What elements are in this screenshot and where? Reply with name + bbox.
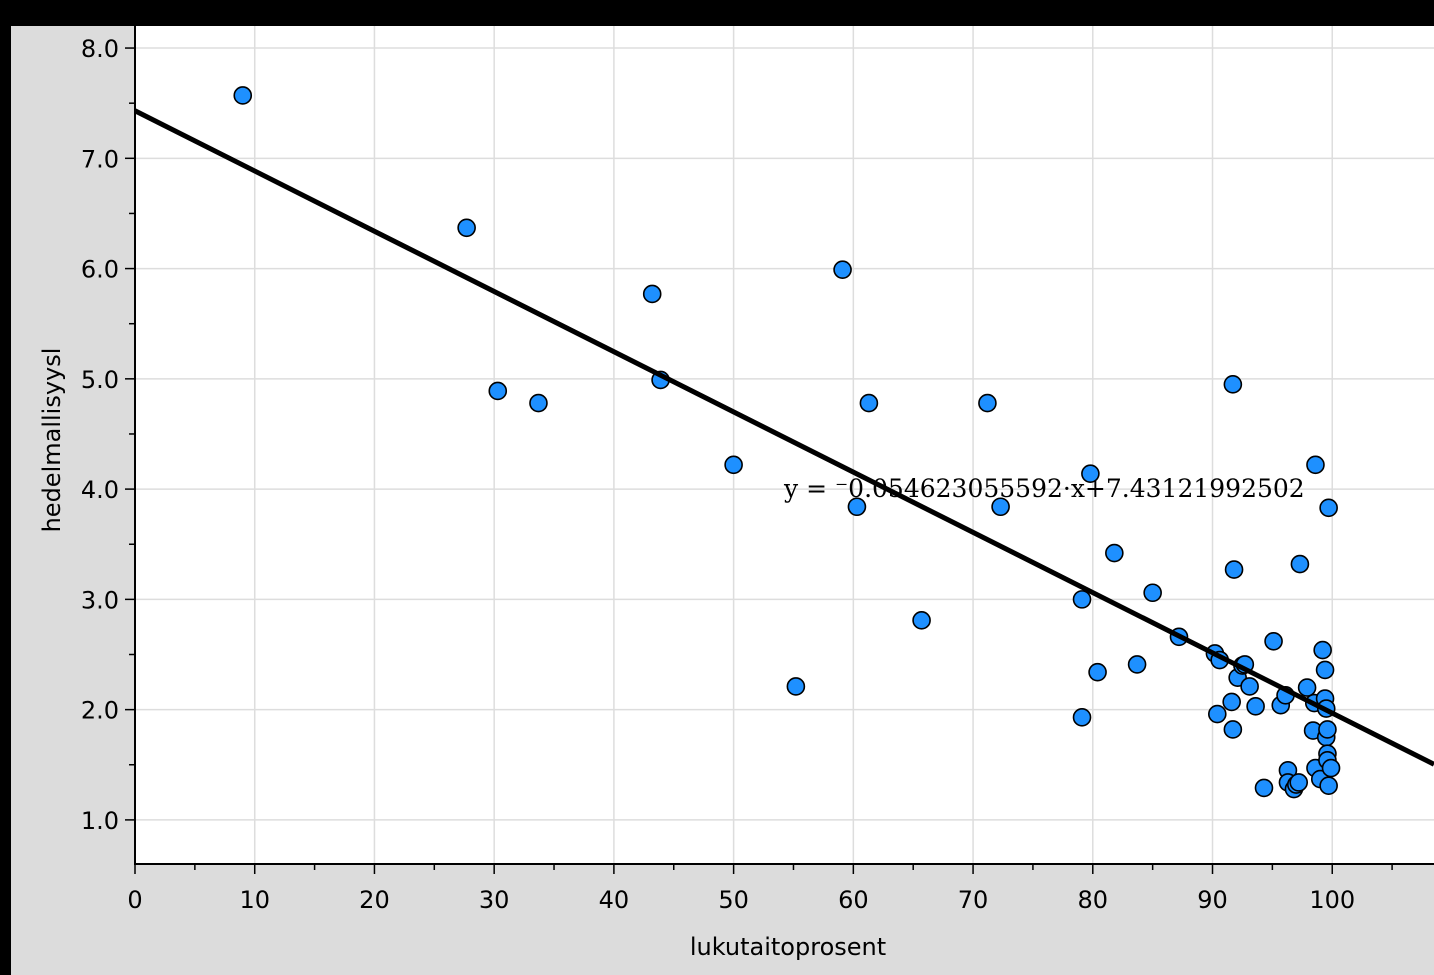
x-tick-label: 30 bbox=[479, 886, 510, 914]
data-point bbox=[1240, 677, 1259, 696]
data-point bbox=[1143, 583, 1162, 603]
data-point bbox=[978, 393, 997, 413]
data-point bbox=[488, 381, 508, 401]
data-point bbox=[1315, 660, 1335, 680]
y-tick-label: 7.0 bbox=[81, 145, 119, 173]
data-point bbox=[1072, 708, 1092, 727]
data-point bbox=[1224, 560, 1244, 579]
data-points bbox=[233, 86, 1341, 799]
y-tick-label: 8.0 bbox=[81, 35, 119, 63]
data-point bbox=[1208, 704, 1227, 724]
data-point bbox=[1264, 631, 1283, 651]
x-tick-label: 80 bbox=[1078, 886, 1109, 914]
x-tick-label: 20 bbox=[359, 886, 390, 914]
y-tick-label: 3.0 bbox=[81, 586, 119, 614]
data-point bbox=[786, 677, 806, 696]
y-tick-label: 5.0 bbox=[81, 366, 119, 394]
data-point bbox=[724, 455, 743, 475]
plot-area bbox=[135, 26, 1434, 864]
data-point bbox=[847, 497, 867, 517]
data-point bbox=[457, 218, 476, 238]
data-point bbox=[1246, 697, 1265, 716]
x-tick-label: 70 bbox=[958, 886, 989, 914]
data-point bbox=[1306, 455, 1325, 475]
data-point bbox=[1105, 543, 1124, 563]
data-point bbox=[1319, 498, 1338, 518]
data-point bbox=[991, 497, 1010, 517]
data-point bbox=[642, 284, 662, 304]
x-tick-label: 60 bbox=[838, 886, 869, 914]
y-tick-label: 1.0 bbox=[81, 807, 119, 835]
data-point bbox=[1072, 590, 1092, 609]
y-tick-label: 4.0 bbox=[81, 476, 119, 504]
data-point bbox=[1127, 655, 1147, 674]
data-point bbox=[1297, 678, 1317, 697]
data-point bbox=[833, 260, 852, 279]
grid bbox=[135, 26, 1434, 864]
x-tick-label: 0 bbox=[127, 886, 142, 914]
x-axis-title: lukutaitoprosent bbox=[690, 933, 886, 961]
data-point bbox=[1319, 776, 1338, 796]
data-point bbox=[1223, 375, 1243, 394]
data-point bbox=[1254, 778, 1274, 798]
regression-equation: y = ⁻0.054623055592·x+7.43121992502 bbox=[783, 474, 1305, 503]
x-tick-label: 100 bbox=[1309, 886, 1355, 914]
x-tick-label: 50 bbox=[718, 886, 749, 914]
data-point bbox=[1223, 720, 1243, 739]
data-point bbox=[1313, 640, 1332, 660]
window-top-border bbox=[0, 0, 1434, 26]
data-point bbox=[1289, 773, 1309, 792]
window-left-border bbox=[0, 0, 11, 975]
data-point bbox=[1222, 692, 1241, 712]
data-point bbox=[859, 393, 879, 413]
y-tick-label: 6.0 bbox=[81, 256, 119, 284]
data-point bbox=[912, 611, 931, 630]
data-point bbox=[1318, 720, 1337, 739]
y-axis-title: hedelmallisyysl bbox=[38, 348, 66, 533]
regression-group: y = ⁻0.054623055592·x+7.43121992502 bbox=[133, 108, 1434, 767]
data-point bbox=[1081, 464, 1100, 483]
y-tick-label: 2.0 bbox=[81, 697, 119, 725]
regression-line bbox=[133, 108, 1434, 767]
axes: 0 10 20 30 40 50 60 70 80 90 100 1.0 2.0 3.0 4.0 5.0 6.0… bbox=[81, 26, 1434, 914]
data-point bbox=[1290, 554, 1310, 574]
x-tick-label: 40 bbox=[599, 886, 630, 914]
x-tick-label: 10 bbox=[239, 886, 270, 914]
data-point bbox=[1321, 758, 1341, 778]
x-tick-label: 90 bbox=[1197, 886, 1228, 914]
data-point bbox=[233, 86, 253, 105]
data-point bbox=[1088, 662, 1107, 682]
data-point bbox=[529, 393, 548, 413]
